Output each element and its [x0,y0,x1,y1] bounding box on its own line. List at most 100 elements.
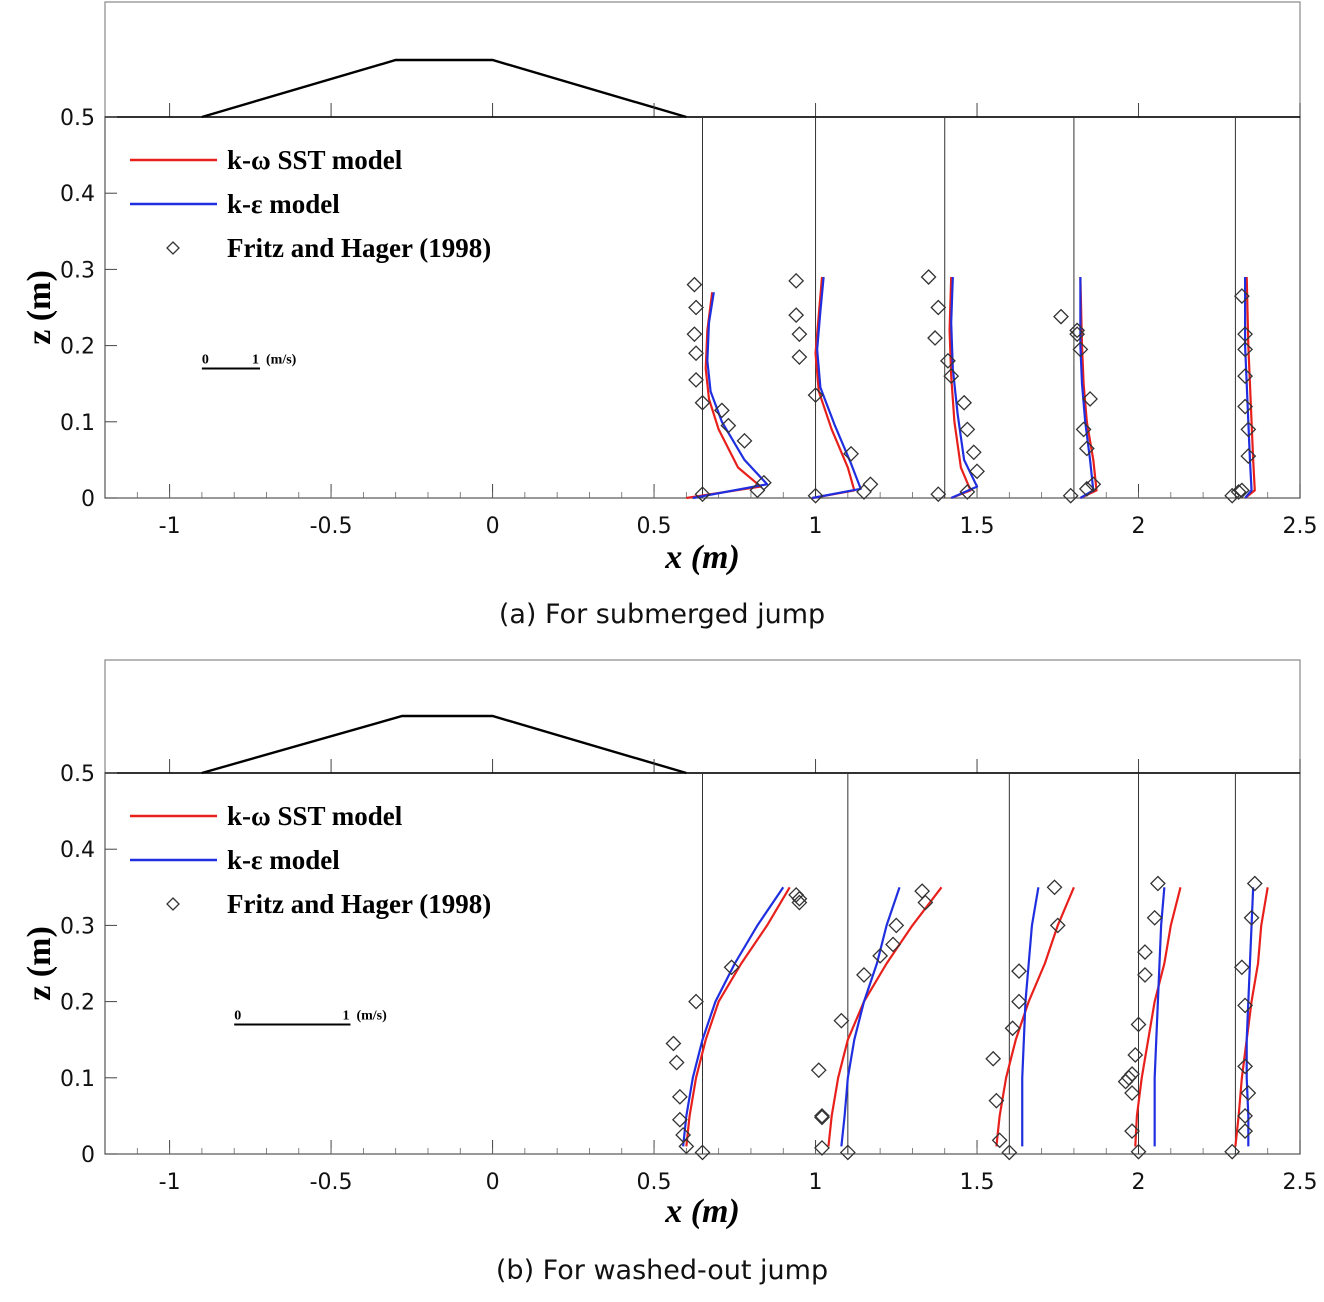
exp-point [1075,421,1092,438]
exp-point [688,993,704,1010]
exp-point [930,299,947,316]
legend-swatch-2 [166,241,180,255]
legend-label-2: Fritz and Hager (1998) [227,889,491,919]
y-tick-label: 0.3 [60,258,95,283]
exp-point [788,272,805,289]
exp-point [1137,944,1153,960]
exp-point [791,326,808,343]
legend: k-ω SST model k-ε model Fritz and Hager (1… [130,145,491,263]
exp-point [668,1054,685,1071]
exp-point [1049,917,1066,934]
exp-point [694,1144,711,1161]
exp-point [914,883,931,900]
exp-point [1230,483,1247,500]
x-tick-label: 1 [809,514,823,539]
exp-point [927,330,943,346]
scale-end-label: 1 [252,352,259,367]
sst-profile-3 [1079,276,1098,499]
exp-point [810,1062,827,1079]
exp-point [1078,480,1095,497]
x-axis-title: x (m) [664,1193,740,1230]
exp-point [1149,875,1166,892]
ke-profile-4 [1245,887,1255,1147]
exp-point [1004,1020,1021,1037]
exp-point [1053,308,1069,325]
geometry-frame [104,659,1301,774]
weir-profile [201,714,687,775]
x-tick-label: -0.5 [310,1170,353,1195]
ke-profile-3 [1079,277,1095,499]
exp-point [1046,879,1063,896]
exp-point [1072,341,1089,358]
x-axis-title: x (m) [664,539,740,576]
ke-profile-0 [682,886,785,1147]
ke-profile-0 [692,292,769,500]
exp-point [920,269,937,285]
exp-point [1130,1143,1147,1160]
exp-point [1237,326,1254,343]
exp-point [965,444,982,461]
exp-point [688,345,704,362]
geometry-frame [104,1,1301,118]
exp-point [1001,1144,1018,1161]
x-tick-label: -1 [159,1170,181,1195]
y-tick-label: 0.2 [60,335,95,360]
exp-point [885,936,901,953]
exp-point [1246,875,1263,892]
exp-point [888,917,905,934]
sst-profile-0 [685,886,791,1147]
exp-point [988,1092,1005,1109]
weir-profile [201,58,687,119]
exp-point [1085,476,1102,493]
exp-point [736,432,753,449]
x-tick-label: 2.5 [1283,514,1318,539]
exp-point [856,967,872,983]
y-tick-label: 0.1 [60,1067,95,1092]
x-tick-label: 0.5 [637,1170,672,1195]
y-axis-title: z (m) [21,926,58,1001]
exp-point [1240,1085,1257,1101]
y-tick-label: 0.4 [60,182,95,207]
exp-point [843,445,859,462]
exp-point [671,1111,688,1128]
exp-point [1237,1123,1254,1140]
exp-point [791,894,808,911]
x-tick-label: -0.5 [310,514,353,539]
exp-point [1130,1016,1147,1033]
exp-point [791,349,808,365]
scale-unit-label: (m/s) [266,352,297,367]
exp-point [930,486,947,503]
exp-point [991,1132,1008,1149]
y-axis-title: z (m) [21,270,58,345]
exp-point [839,1144,856,1161]
exp-point [1237,398,1254,415]
scale-end-label: 1 [342,1008,349,1023]
chart-washed-out-jump: -1 -0.5 0 0.5 1 1.5 2 2.500.10.20.30.40.5x (m)z… [21,659,1318,1286]
exp-point [1224,487,1241,504]
exp-point [686,276,703,293]
sst-profile-0 [686,292,762,500]
exp-point [807,387,824,404]
x-tick-label: 2 [1132,514,1146,539]
y-tick-label: 0.3 [60,914,95,939]
legend-label-0: k-ω SST model [227,801,403,831]
y-tick-label: 0 [81,1143,95,1168]
sst-profile-1 [827,886,943,1147]
ke-profile-3 [1153,887,1166,1147]
y-tick-label: 0.4 [60,838,95,863]
exp-point [791,890,808,907]
exp-point [1237,341,1254,358]
y-tick-label: 0 [81,487,95,512]
exp-point [1237,368,1254,384]
exp-point [1233,288,1250,304]
exp-point [1082,391,1098,407]
exp-point [713,402,730,419]
x-tick-label: 0 [486,514,500,539]
exp-point [814,1139,830,1156]
exp-point [1011,963,1027,980]
exp-point [1124,1085,1140,1101]
exp-point [1224,1143,1241,1160]
x-tick-label: 1 [809,1170,823,1195]
exp-point [1124,1066,1140,1082]
